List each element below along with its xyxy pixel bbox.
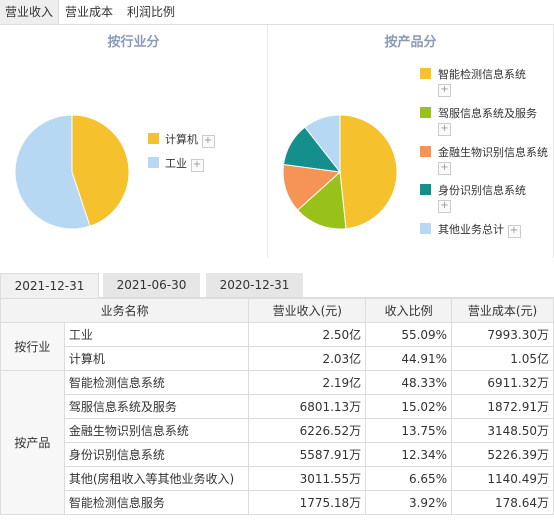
row-name: 智能检测信息系统 <box>63 370 250 395</box>
legend-label-p0: 智能检测信息系统 <box>438 68 526 81</box>
row-ratio: 13.75% <box>365 418 453 443</box>
row-cost: 3148.50万 <box>451 418 554 443</box>
row-name: 其他(房租收入等其他业务收入) <box>63 466 250 491</box>
product-panel: 按产品分 智能检测信息系统 + 驾服信息系统及服务 + 金融生物识别信息系统 +… <box>268 25 554 258</box>
legend-swatch-industry <box>148 157 159 168</box>
table-row: 按产品 智能检测信息系统 2.19亿 48.33% 6911.32万 <box>0 370 554 515</box>
expand-p0-button[interactable]: + <box>438 84 451 97</box>
tab-date-2021-06-30[interactable]: 2021-06-30 <box>103 273 200 297</box>
expand-p4-button[interactable]: + <box>507 225 521 238</box>
product-panel-title: 按产品分 <box>384 35 437 50</box>
legend-label-p4: 其他业务总计 <box>438 223 504 236</box>
legend-item-p1: 驾服信息系统及服务 + <box>438 105 548 136</box>
tab-date-2020-12-31[interactable]: 2020-12-31 <box>206 273 303 297</box>
legend-item-industry: 工业 + <box>165 155 204 172</box>
expand-industry-button[interactable]: + <box>190 159 204 172</box>
table-row: 身份识别信息系统 5587.91万 12.34% 5226.39万 <box>1 442 554 467</box>
legend-item-p2: 金融生物识别信息系统 + <box>438 144 550 175</box>
col-header-ratio: 收入比例 <box>365 298 453 323</box>
tab-revenue[interactable]: 营业收入 <box>0 0 60 24</box>
industry-pie-chart <box>14 114 130 230</box>
row-ratio: 12.34% <box>365 442 453 467</box>
legend-item-p4: 其他业务总计 + <box>438 221 548 238</box>
col-header-revenue: 营业收入(元) <box>248 298 367 323</box>
row-cost: 1872.91万 <box>451 394 554 419</box>
row-cost: 6911.32万 <box>451 370 554 395</box>
product-slice-0[interactable] <box>339 114 398 230</box>
group-label: 按行业 <box>0 322 65 371</box>
legend-swatch-p1 <box>420 107 431 118</box>
tab-date-2021-12-31[interactable]: 2021-12-31 <box>0 273 99 298</box>
row-ratio: 55.09% <box>365 322 453 347</box>
product-slice-1[interactable] <box>296 170 347 230</box>
product-slice-4[interactable] <box>304 114 341 174</box>
row-name: 工业 <box>63 322 250 347</box>
row-revenue: 5587.91万 <box>248 442 367 467</box>
industry-panel: 按行业分 计算机 + 工业 + <box>0 25 268 258</box>
industry-slice-0[interactable] <box>71 114 130 227</box>
row-name: 金融生物识别信息系统 <box>63 418 250 443</box>
legend-label-p2: 金融生物识别信息系统 <box>438 146 548 159</box>
industry-panel-title: 按行业分 <box>107 35 160 50</box>
legend-label-industry: 工业 <box>165 157 187 170</box>
legend-swatch-p0 <box>420 68 431 79</box>
row-name: 身份识别信息系统 <box>63 442 250 467</box>
group-label: 按产品 <box>0 370 65 515</box>
row-cost: 178.64万 <box>451 490 554 515</box>
table-row: 驾服信息系统及服务 6801.13万 15.02% 1872.91万 <box>1 394 554 419</box>
legend-label-p1: 驾服信息系统及服务 <box>438 107 537 120</box>
row-name: 计算机 <box>63 346 250 371</box>
table-row: 其他(房租收入等其他业务收入) 3011.55万 6.65% 1140.49万 <box>1 466 554 491</box>
row-name: 驾服信息系统及服务 <box>63 394 250 419</box>
legend-label-computer: 计算机 <box>165 133 198 146</box>
legend-swatch-p3 <box>420 184 431 195</box>
top-tabs: 营业收入 营业成本 利润比例 <box>0 0 554 25</box>
table-row: 智能检测信息服务 1775.18万 3.92% 178.64万 <box>1 490 554 515</box>
row-name: 智能检测信息服务 <box>63 490 250 515</box>
row-revenue: 6226.52万 <box>248 418 367 443</box>
row-revenue: 3011.55万 <box>248 466 367 491</box>
legend-label-p3: 身份识别信息系统 <box>438 184 526 197</box>
expand-p1-button[interactable]: + <box>438 123 451 136</box>
expand-p3-button[interactable]: + <box>438 200 451 213</box>
row-cost: 1.05亿 <box>451 346 554 371</box>
row-revenue: 6801.13万 <box>248 394 367 419</box>
legend-item-computer: 计算机 + <box>165 131 215 148</box>
legend-item-p3: 身份识别信息系统 + <box>438 182 548 213</box>
legend-swatch-p4 <box>420 223 431 234</box>
product-pie-chart <box>282 114 398 230</box>
row-cost: 5226.39万 <box>451 442 554 467</box>
col-header-name: 业务名称 <box>0 298 250 323</box>
row-ratio: 6.65% <box>365 466 453 491</box>
industry-slice-1[interactable] <box>14 114 91 230</box>
expand-p2-button[interactable]: + <box>438 162 451 175</box>
table-header-row: 业务名称 营业收入(元) 收入比例 营业成本(元) <box>0 298 554 323</box>
date-tabs: 2021-12-31 2021-06-30 2020-12-31 <box>0 273 554 298</box>
row-ratio: 15.02% <box>365 394 453 419</box>
legend-item-p0: 智能检测信息系统 + <box>438 66 548 97</box>
tab-cost[interactable]: 营业成本 <box>65 5 114 19</box>
row-cost: 7993.30万 <box>451 322 554 347</box>
tab-profit-ratio[interactable]: 利润比例 <box>127 5 176 19</box>
col-header-cost: 营业成本(元) <box>451 298 554 323</box>
row-revenue: 2.19亿 <box>248 370 367 395</box>
table-row: 金融生物识别信息系统 6226.52万 13.75% 3148.50万 <box>1 418 554 443</box>
row-revenue: 1775.18万 <box>248 490 367 515</box>
row-cost: 1140.49万 <box>451 466 554 491</box>
row-revenue: 2.50亿 <box>248 322 367 347</box>
table-row: 按行业 工业 2.50亿 55.09% 7993.30万 <box>0 322 554 371</box>
row-ratio: 44.91% <box>365 346 453 371</box>
table-row: 计算机 2.03亿 44.91% 1.05亿 <box>1 346 554 371</box>
legend-swatch-computer <box>148 133 159 144</box>
row-ratio: 48.33% <box>365 370 453 395</box>
row-revenue: 2.03亿 <box>248 346 367 371</box>
expand-computer-button[interactable]: + <box>201 135 215 148</box>
row-ratio: 3.92% <box>365 490 453 515</box>
legend-swatch-p2 <box>420 146 431 157</box>
revenue-table: 业务名称 营业收入(元) 收入比例 营业成本(元) 按行业 工业 2.50亿 5… <box>0 298 554 515</box>
